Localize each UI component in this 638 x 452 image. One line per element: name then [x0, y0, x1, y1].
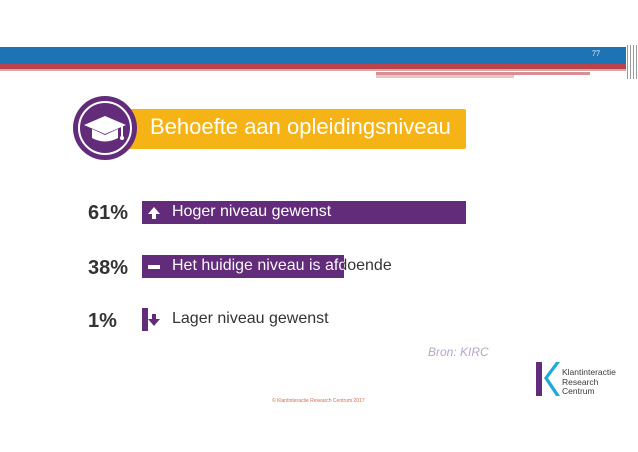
header-stripes: [626, 45, 638, 79]
bar-lager: [142, 308, 148, 331]
bar-hoger: [142, 201, 466, 224]
header-accent-line-short: [376, 75, 514, 78]
page-number: 77: [592, 49, 600, 58]
label-hoger: Hoger niveau gewenst: [172, 203, 332, 220]
label-huidig: Het huidige niveau is afdoende: [172, 257, 392, 275]
label-lager: Lager niveau gewenst: [172, 310, 329, 327]
percent-lager: 1%: [88, 310, 117, 332]
header-blue-bar: [0, 47, 626, 64]
arrow-down-icon: [148, 314, 160, 326]
kirc-logo-text: Klantinteractie Research Centrum: [562, 367, 616, 397]
copyright-note: © Klantinteractie Research Centrum 2017: [272, 398, 365, 404]
logo-line-2: Research: [562, 376, 599, 387]
source-note: Bron: KIRC: [428, 345, 489, 359]
header-divider: [0, 69, 626, 71]
bar-huidig: [142, 255, 344, 278]
slide-title: Behoefte aan opleidingsniveau: [150, 114, 451, 139]
logo-line-3: Centrum: [562, 386, 595, 396]
minus-icon: [148, 265, 160, 269]
kirc-logo-icon: [536, 362, 560, 396]
label-huidig-text: Het huidige niveau is afdoende: [172, 257, 392, 274]
title-banner: [112, 109, 466, 149]
percent-huidig: 38%: [88, 257, 129, 279]
percent-hoger: 61%: [88, 202, 129, 224]
graduation-cap-icon: [73, 96, 137, 160]
logo-line-1: Klantinteractie: [562, 367, 616, 377]
arrow-up-icon: [148, 207, 160, 219]
header-accent-line: [376, 72, 590, 75]
header-red-bar: [0, 64, 626, 69]
